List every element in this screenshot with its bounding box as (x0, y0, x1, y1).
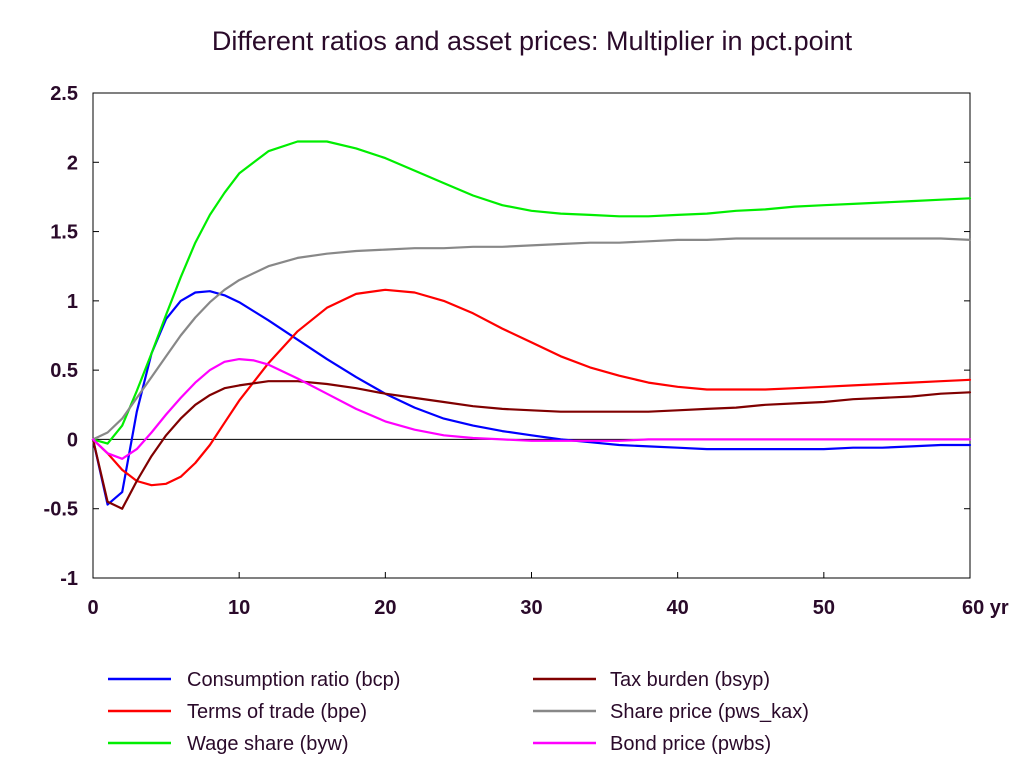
x-tick-label: 0 (87, 597, 98, 619)
x-tick-label: 50 (813, 597, 835, 619)
legend: Consumption ratio (bcp) Terms of trade (b… (108, 669, 809, 755)
legend-label-bond-price-pwbs: Bond price (pwbs) (610, 733, 771, 755)
x-tick-label: 30 (520, 597, 542, 619)
legend-label-terms-of-trade-bpe: Terms of trade (bpe) (187, 701, 367, 723)
x-tick-label: 60 yr (962, 597, 1009, 619)
series-line-bond-price-pwbs (91, 358, 972, 460)
y-tick-label: 2.5 (50, 83, 78, 105)
y-tick-label: 2 (67, 152, 78, 174)
x-tick-label: 40 (667, 597, 689, 619)
legend-label-tax-burden-bsyp: Tax burden (bsyp) (610, 669, 770, 691)
chart-title: Different ratios and asset prices: Multi… (212, 26, 853, 56)
y-tick-label: 0.5 (50, 360, 78, 382)
x-axis: 0 10 20 30 40 50 60 yr (87, 572, 1009, 619)
plot-series (91, 140, 972, 510)
x-tick-label: 20 (374, 597, 396, 619)
series-line-terms-of-trade-bpe (91, 288, 972, 487)
plot-frame (92, 92, 971, 579)
series-line-share-price-pws-kax (91, 237, 972, 441)
y-tick-label: -1 (60, 568, 78, 590)
legend-label-consumption-ratio-bcp: Consumption ratio (bcp) (187, 669, 400, 691)
series-line-wage-share-byw (91, 140, 972, 445)
x-tick-label: 10 (228, 597, 250, 619)
y-tick-label: 0 (67, 429, 78, 451)
y-tick-label: -0.5 (44, 499, 78, 521)
y-tick-label: 1.5 (50, 222, 78, 244)
legend-label-share-price-pws-kax: Share price (pws_kax) (610, 701, 809, 723)
series-line-tax-burden-bsyp (91, 380, 972, 510)
y-axis: 2.5 2 1.5 1 0.5 0 -0.5 -1 (44, 83, 970, 590)
y-tick-label: 1 (67, 291, 78, 313)
legend-label-wage-share-byw: Wage share (byw) (187, 733, 349, 755)
series-line-consumption-ratio-bcp (91, 290, 972, 506)
